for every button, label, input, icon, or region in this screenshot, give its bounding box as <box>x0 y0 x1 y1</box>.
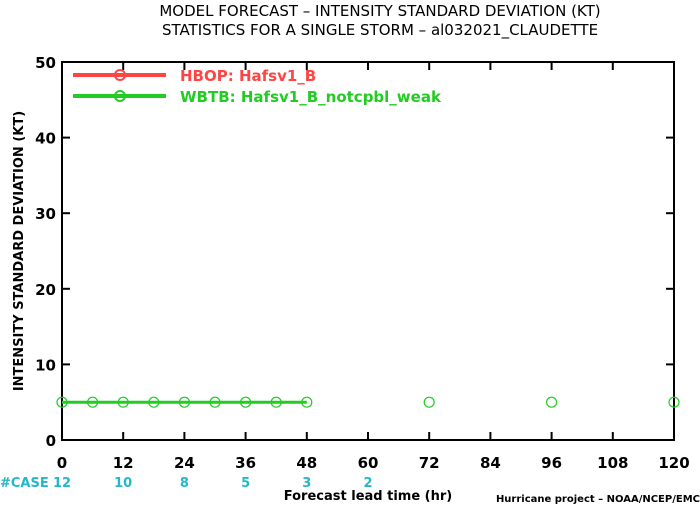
legend-swatch-marker <box>114 90 126 102</box>
y-tick-label: 50 <box>35 54 56 72</box>
series-point-1 <box>240 396 252 408</box>
x-tick-label: 60 <box>358 454 379 472</box>
legend-swatch-marker <box>114 69 126 81</box>
x-axis-label: Forecast lead time (hr) <box>284 489 452 504</box>
case-count: 2 <box>363 476 372 491</box>
series-layer <box>56 396 680 408</box>
case-count: 5 <box>241 476 250 491</box>
case-count: 3 <box>302 476 311 491</box>
y-tick-label: 10 <box>35 356 56 374</box>
x-tick-label: 0 <box>57 454 67 472</box>
y-tick-label: 0 <box>46 432 56 450</box>
plot-frame <box>61 61 675 441</box>
case-count: 8 <box>180 476 189 491</box>
x-tick-label: 72 <box>419 454 440 472</box>
x-tick-label: 96 <box>541 454 562 472</box>
case-count-row: #CASE 12 10 8 5 3 2 <box>0 476 373 491</box>
x-tick-label: 120 <box>658 454 689 472</box>
series-point-1 <box>423 396 435 408</box>
series-point-1 <box>148 396 160 408</box>
series-point-1 <box>668 396 680 408</box>
x-tick-label: 48 <box>296 454 317 472</box>
y-tick-label: 20 <box>35 281 56 299</box>
series-point-1 <box>117 396 129 408</box>
x-axis: 0 12 24 36 48 60 72 84 96 108 120 <box>57 62 690 472</box>
x-tick-label: 108 <box>597 454 628 472</box>
series-point-1 <box>301 396 313 408</box>
case-count: 10 <box>114 476 132 491</box>
y-axis-label: INTENSITY STANDARD DEVIATION (KT) <box>12 111 27 391</box>
series-point-1 <box>270 396 282 408</box>
y-tick-label: 40 <box>35 130 56 148</box>
legend-label: WBTB: Hafsv1_B_notcpbl_weak <box>180 88 442 106</box>
y-axis: 0 10 20 30 40 50 <box>35 54 674 450</box>
case-row-label: #CASE <box>0 476 49 491</box>
x-tick-label: 84 <box>480 454 501 472</box>
series-point-1 <box>86 396 99 408</box>
series-point-1 <box>178 396 190 408</box>
legend: HBOP: Hafsv1_B WBTB: Hafsv1_B_notcpbl_wea… <box>73 67 442 106</box>
chart-subtitle: STATISTICS FOR A SINGLE STORM – al032021… <box>162 21 598 40</box>
series-point-1 <box>56 396 68 408</box>
x-tick-label: 36 <box>235 454 256 472</box>
case-count: 12 <box>53 476 71 491</box>
chart-title: MODEL FORECAST – INTENSITY STANDARD DEVI… <box>159 2 600 20</box>
y-tick-label: 30 <box>35 205 56 223</box>
credit-text: Hurricane project – NOAA/NCEP/EMC <box>496 494 700 505</box>
x-tick-label: 24 <box>174 454 195 472</box>
series-point-1 <box>209 396 221 408</box>
series-point-1 <box>545 396 558 408</box>
legend-label: HBOP: Hafsv1_B <box>180 67 316 85</box>
x-tick-label: 12 <box>113 454 134 472</box>
